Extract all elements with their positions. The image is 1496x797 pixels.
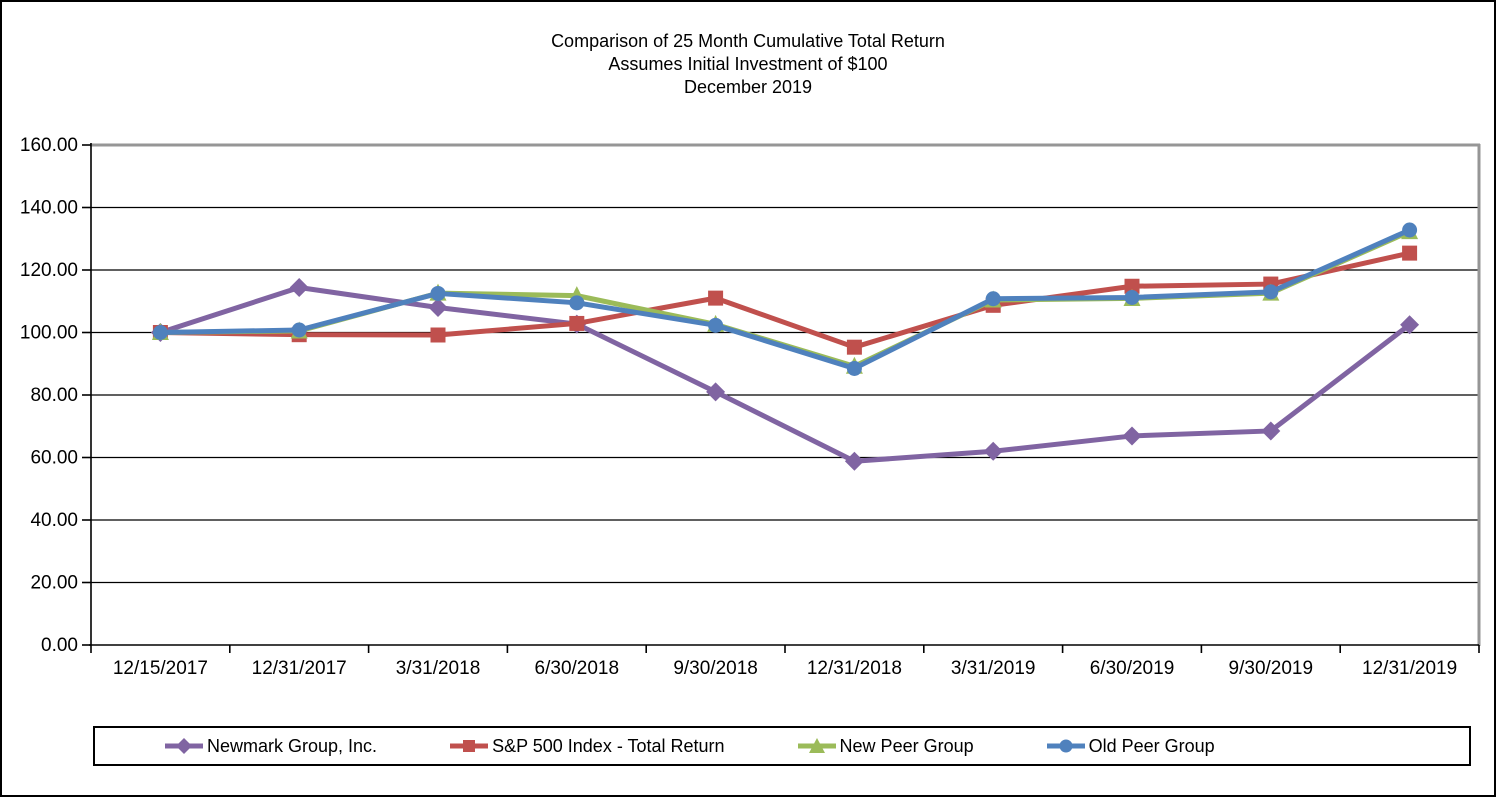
- data-point-marker: [1122, 426, 1142, 446]
- legend-label-old-peer-group: Old Peer Group: [1088, 735, 1215, 756]
- y-tick-label: 140.00: [20, 198, 78, 219]
- data-point-marker: [1124, 290, 1140, 305]
- data-point-marker: [1402, 245, 1418, 261]
- data-point-marker: [708, 290, 724, 306]
- x-tick-label: 6/30/2019: [1090, 658, 1175, 679]
- y-tick-label: 80.00: [30, 385, 78, 406]
- legend-item-newmark: Newmark Group, Inc.: [164, 736, 377, 757]
- data-point-marker: [1124, 278, 1140, 294]
- x-tick-label: 3/31/2019: [951, 658, 1036, 679]
- x-tick-label: 3/31/2018: [396, 658, 481, 679]
- data-point-marker: [430, 327, 446, 343]
- chart-subtitle: Assumes Initial Investment of $100: [608, 54, 888, 74]
- x-tick-label: 12/31/2017: [252, 658, 347, 679]
- x-tick-label: 12/31/2019: [1362, 658, 1457, 679]
- data-point-marker: [430, 285, 446, 301]
- new-peer-group-triangle-swatch-icon: [797, 738, 836, 753]
- data-point-marker: [708, 317, 724, 333]
- y-tick-label: 100.00: [20, 323, 78, 344]
- legend-label-sp500: S&P 500 Index - Total Return: [492, 735, 725, 756]
- series-line-newmark-group-inc: [157, 285, 1413, 464]
- y-tick-label: 160.00: [20, 135, 78, 156]
- chart-title: Comparison of 25 Month Cumulative Total …: [551, 31, 945, 51]
- newmark-diamond-swatch-icon: [165, 738, 203, 754]
- y-tick-label: 0.00: [41, 635, 78, 656]
- data-point-marker: [1400, 315, 1420, 335]
- y-tick-label: 120.00: [20, 260, 78, 281]
- data-point-marker: [152, 325, 168, 340]
- sp500-square-swatch-icon: [450, 740, 489, 752]
- data-point-marker: [985, 291, 1001, 307]
- y-tick-label: 60.00: [30, 448, 78, 469]
- y-tick-label: 20.00: [30, 573, 78, 594]
- data-point-marker: [569, 295, 585, 311]
- series-line-old-peer-group: [157, 227, 1413, 371]
- legend-item-new-peer-group: New Peer Group: [797, 736, 974, 757]
- data-point-marker: [1402, 222, 1418, 238]
- old-peer-group-circle-swatch-icon: [1046, 739, 1085, 753]
- data-point-marker: [428, 298, 448, 317]
- legend-label-newmark: Newmark Group, Inc.: [207, 735, 378, 756]
- chart-period-label: December 2019: [683, 77, 813, 97]
- x-tick-label: 12/31/2018: [807, 658, 902, 679]
- data-point-marker: [844, 451, 864, 471]
- data-point-marker: [706, 382, 726, 402]
- data-point-marker: [846, 339, 862, 355]
- data-point-marker: [846, 360, 862, 376]
- chart-legend: Newmark Group, Inc. S&P 500 Index - Tota…: [93, 726, 1471, 766]
- data-point-marker: [1263, 284, 1279, 300]
- data-point-marker: [289, 278, 309, 297]
- chart-title-block: Comparison of 25 Month Cumulative Total …: [2, 30, 1494, 99]
- x-tick-label: 9/30/2019: [1229, 658, 1314, 679]
- y-tick-label: 40.00: [30, 510, 78, 531]
- legend-label-new-peer-group: New Peer Group: [839, 735, 974, 756]
- data-point-marker: [291, 322, 307, 338]
- data-point-marker: [983, 441, 1003, 461]
- x-tick-label: 12/15/2017: [113, 658, 208, 679]
- data-point-marker: [1261, 421, 1281, 441]
- x-tick-label: 6/30/2018: [535, 658, 620, 679]
- series-line-s-p-500-index-total-return: [157, 250, 1413, 350]
- data-point-marker: [569, 315, 585, 331]
- legend-item-sp500: S&P 500 Index - Total Return: [449, 735, 725, 757]
- legend-item-old-peer-group: Old Peer Group: [1046, 736, 1215, 757]
- x-tick-label: 9/30/2018: [673, 658, 758, 679]
